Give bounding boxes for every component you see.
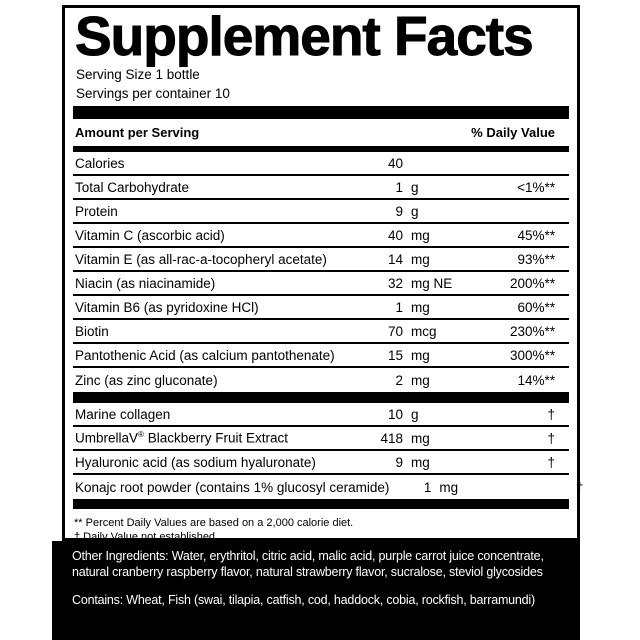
nutrient-unit: mg <box>411 347 430 363</box>
nutrient-unit: mcg <box>411 323 437 339</box>
table-row-pantothenic-acid: Pantothenic Acid (as calcium pantothenat… <box>73 344 569 368</box>
nutrient-name: Niacin (as niacinamide) <box>75 275 216 291</box>
nutrient-daily-value: † <box>575 479 584 495</box>
nutrient-amount: 2 <box>395 372 403 388</box>
nutrient-name: Biotin <box>75 323 109 339</box>
daily-value-header: % Daily Value <box>471 125 555 140</box>
nutrient-name: Vitamin B6 (as pyridoxine HCl) <box>75 299 259 315</box>
nutrient-amount: 10 <box>387 406 403 422</box>
nutrient-daily-value: † <box>547 430 555 446</box>
table-row-konajc-root: Konajc root powder (contains 1% glucosyl… <box>73 475 583 499</box>
table-row-vitamin-c: Vitamin C (ascorbic acid) 40 mg 45%** <box>73 224 569 248</box>
servings-per-container: Servings per container 10 <box>76 86 230 101</box>
footnote-dagger: † Daily Value not established. <box>74 531 219 543</box>
nutrient-daily-value: <1%** <box>517 179 555 195</box>
nutrient-amount: 418 <box>380 430 403 446</box>
supplement-facts-panel: Supplement Facts Serving Size 1 bottle S… <box>62 5 583 543</box>
nutrient-unit: mg <box>411 251 430 267</box>
nutrient-name: Marine collagen <box>75 406 171 422</box>
table-row-protein: Protein 9 g <box>73 200 569 224</box>
divider-bar-thick <box>73 106 569 119</box>
nutrient-daily-value: 300%** <box>509 347 555 363</box>
nutrient-daily-value: 93%** <box>517 251 555 267</box>
divider-bar-thick <box>73 392 569 403</box>
nutrient-amount: 40 <box>387 227 403 243</box>
divider-bar-thick <box>73 499 569 509</box>
nutrient-name: Pantothenic Acid (as calcium pantothenat… <box>75 347 335 363</box>
nutrient-daily-value: 14%** <box>517 372 555 388</box>
column-header-row: Amount per Serving % Daily Value <box>73 119 569 146</box>
nutrient-daily-value: 45%** <box>517 227 555 243</box>
serving-size: Serving Size 1 bottle <box>76 67 200 82</box>
nutrient-amount: 9 <box>395 203 403 219</box>
nutrient-amount: 1 <box>395 179 403 195</box>
table-row-vitamin-e: Vitamin E (as all-rac-a-tocopheryl aceta… <box>73 248 569 272</box>
other-ingredients-text: Other Ingredients: Water, erythritol, ci… <box>72 549 544 579</box>
nutrient-amount: 32 <box>387 275 403 291</box>
nutrient-amount: 1 <box>395 299 403 315</box>
nutrient-unit: mg <box>411 454 430 470</box>
nutrient-name-rest: Blackberry Fruit Extract <box>143 430 288 446</box>
footnote-daily-values: ** Percent Daily Values are based on a 2… <box>74 517 354 529</box>
nutrient-daily-value: 200%** <box>509 275 555 291</box>
nutrient-unit: mg <box>411 372 430 388</box>
nutrient-name: Hyaluronic acid (as sodium hyaluronate) <box>75 454 316 470</box>
nutrient-name: Calories <box>75 155 125 171</box>
nutrient-amount: 40 <box>387 155 403 171</box>
table-row-blackberry-extract: UmbrellaV® Blackberry Fruit Extract 418 … <box>73 427 569 451</box>
nutrient-unit: g <box>411 203 419 219</box>
nutrient-daily-value: † <box>547 406 555 422</box>
nutrient-unit: mg NE <box>411 275 453 291</box>
nutrient-name: Protein <box>75 203 118 219</box>
nutrient-daily-value: 230%** <box>509 323 555 339</box>
nutrient-amount: 1 <box>423 479 432 495</box>
other-ingredients-panel: Other Ingredients: Water, erythritol, ci… <box>52 541 580 640</box>
brand-name: UmbrellaV <box>75 430 139 446</box>
table-row-vitamin-b6: Vitamin B6 (as pyridoxine HCl) 1 mg 60%*… <box>73 296 569 320</box>
nutrient-name: Total Carbohydrate <box>75 179 190 195</box>
nutrient-name: UmbrellaV® Blackberry Fruit Extract <box>75 430 361 446</box>
nutrient-daily-value: † <box>547 454 555 470</box>
table-row-marine-collagen: Marine collagen 10 g † <box>73 403 569 427</box>
table-row-calories: Calories 40 <box>73 152 569 176</box>
nutrient-unit: mg <box>411 299 430 315</box>
panel-title: Supplement Facts <box>75 5 535 67</box>
nutrient-name: Zinc (as zinc gluconate) <box>75 372 218 388</box>
nutrient-name: Konajc root powder (contains 1% glucosyl… <box>75 479 390 495</box>
nutrient-name: Vitamin C (ascorbic acid) <box>75 227 225 243</box>
nutrient-unit: mg <box>411 430 430 446</box>
nutrient-amount: 14 <box>387 251 403 267</box>
table-row-hyaluronic-acid: Hyaluronic acid (as sodium hyaluronate) … <box>73 451 569 475</box>
registered-mark: ® <box>138 430 144 440</box>
table-row-total-carbohydrate: Total Carbohydrate 1 g <1%** <box>73 176 569 200</box>
nutrient-unit: g <box>411 179 419 195</box>
nutrient-unit: mg <box>411 227 430 243</box>
divider-bar-medium <box>73 146 569 152</box>
nutrient-unit: g <box>411 406 419 422</box>
nutrient-daily-value: 60%** <box>517 299 555 315</box>
nutrient-amount: 70 <box>387 323 403 339</box>
table-row-zinc: Zinc (as zinc gluconate) 2 mg 14%** <box>73 368 569 392</box>
nutrient-amount: 15 <box>387 347 403 363</box>
table-row-biotin: Biotin 70 mcg 230%** <box>73 320 569 344</box>
nutrient-amount: 9 <box>395 454 403 470</box>
nutrient-unit: mg <box>439 479 459 495</box>
nutrient-name: Vitamin E (as all-rac-a-tocopheryl aceta… <box>75 251 327 267</box>
contains-text: Contains: Wheat, Fish (swai, tilapia, ca… <box>72 593 535 607</box>
table-row-niacin: Niacin (as niacinamide) 32 mg NE 200%** <box>73 272 569 296</box>
amount-per-serving-header: Amount per Serving <box>75 125 200 140</box>
